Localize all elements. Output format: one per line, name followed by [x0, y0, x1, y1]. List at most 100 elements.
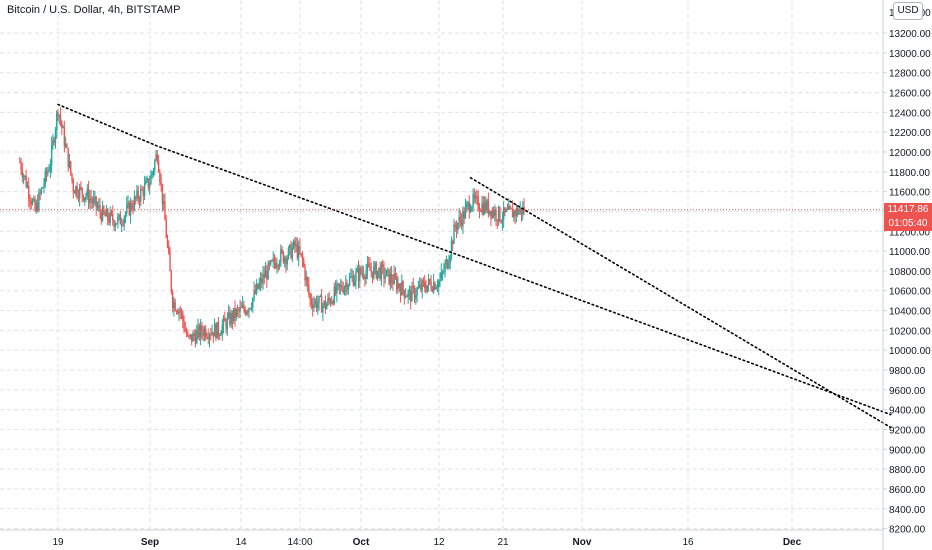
candle-body [491, 210, 493, 218]
candle-body [276, 265, 278, 268]
candle-body [482, 203, 484, 214]
candle-body [389, 273, 392, 285]
candle-body [155, 154, 157, 161]
candle-body [229, 312, 231, 325]
candle-body [318, 296, 320, 304]
candle-body [22, 175, 25, 178]
candle-body [415, 295, 417, 299]
candle-body [294, 240, 296, 246]
candle-body [427, 279, 430, 286]
candle-body [252, 297, 254, 308]
time-axis[interactable]: 19 Sep 14 14:00 Oct 12 21 Nov 16 Dec [52, 537, 801, 548]
candle-body [446, 259, 449, 269]
candle-body [473, 194, 476, 199]
price-tick-label: 12200.00 [889, 128, 931, 139]
candle-body [47, 170, 49, 175]
candle-body [376, 270, 379, 279]
candle-body [516, 207, 519, 215]
candle-body [453, 224, 455, 245]
candle-body [348, 277, 351, 286]
candle-body [359, 267, 361, 281]
candle-body [425, 288, 427, 292]
candle-body [407, 291, 409, 297]
candle-body [36, 202, 39, 211]
trendline-upper[interactable] [57, 103, 892, 416]
candle-body [315, 300, 318, 309]
candle-body [327, 297, 329, 305]
candle-body [364, 276, 366, 280]
candle-body [291, 248, 293, 259]
candle-body [420, 284, 422, 291]
candle-body [127, 202, 129, 205]
candle-body [244, 309, 246, 315]
price-tick-label: 10600.00 [889, 287, 931, 298]
candle-body [174, 301, 176, 311]
candle-body [128, 202, 131, 216]
candle-body [509, 206, 511, 208]
time-tick-label: 16 [682, 537, 694, 548]
candle-body [215, 324, 217, 339]
candle-body [432, 282, 435, 292]
candle-body [353, 280, 356, 286]
candle-body [264, 270, 267, 278]
candle-body [188, 335, 190, 337]
candle-body [404, 296, 407, 298]
candle-body [324, 300, 327, 310]
candle-body [365, 271, 367, 280]
candle-body [292, 240, 295, 249]
candle-body [58, 115, 60, 117]
candle-body [208, 334, 211, 339]
candle-body [243, 304, 245, 310]
price-tick-label: 10800.00 [889, 267, 931, 278]
candle-body [501, 219, 504, 223]
candle-body [464, 206, 467, 219]
candle-body [435, 287, 437, 290]
candle-body [98, 205, 100, 208]
candle-body [267, 262, 269, 280]
candle-body [59, 115, 62, 122]
price-axis[interactable]: 13200.00 13000.00 12800.00 12600.00 12400.00… [883, 8, 931, 536]
candle-body [278, 262, 281, 267]
candle-body [176, 311, 179, 314]
price-tick-label: 9800.00 [889, 366, 926, 377]
candle-body [194, 336, 197, 344]
candle-body [483, 201, 486, 214]
candle-body [210, 334, 212, 336]
candle-body [193, 333, 195, 337]
price-tick-label: 8400.00 [889, 505, 926, 516]
candle-body [357, 268, 360, 281]
candle-body [455, 226, 458, 230]
candle-body [250, 307, 253, 309]
candle-body [255, 283, 258, 294]
candle-body [180, 311, 183, 313]
candle-body [24, 175, 26, 177]
currency-button[interactable]: USD [893, 2, 923, 20]
candle-body [90, 198, 92, 201]
candle-body [39, 192, 41, 194]
candle-body [424, 282, 426, 289]
candle-body [230, 312, 232, 325]
candle-body [499, 206, 501, 221]
candle-body [463, 211, 465, 219]
candle-body [95, 196, 97, 208]
current-price-label: 11417.86 [884, 203, 932, 217]
candle-body [277, 265, 279, 267]
candle-body [478, 209, 481, 212]
candle-body [86, 188, 88, 196]
candle-body [57, 112, 59, 116]
candle-body [81, 187, 83, 195]
candle-body [520, 207, 523, 215]
candle-body [333, 286, 336, 304]
candle-body [457, 223, 459, 230]
trendline-lower[interactable] [469, 176, 892, 429]
candle-body [406, 296, 408, 298]
candle-body [309, 293, 311, 300]
candle-body [241, 304, 244, 308]
candle-body [460, 220, 463, 227]
price-tick-label: 10200.00 [889, 326, 931, 337]
candle-body [48, 170, 50, 172]
candle-body [412, 285, 414, 288]
candle-body [103, 206, 105, 214]
candle-body [212, 332, 215, 337]
